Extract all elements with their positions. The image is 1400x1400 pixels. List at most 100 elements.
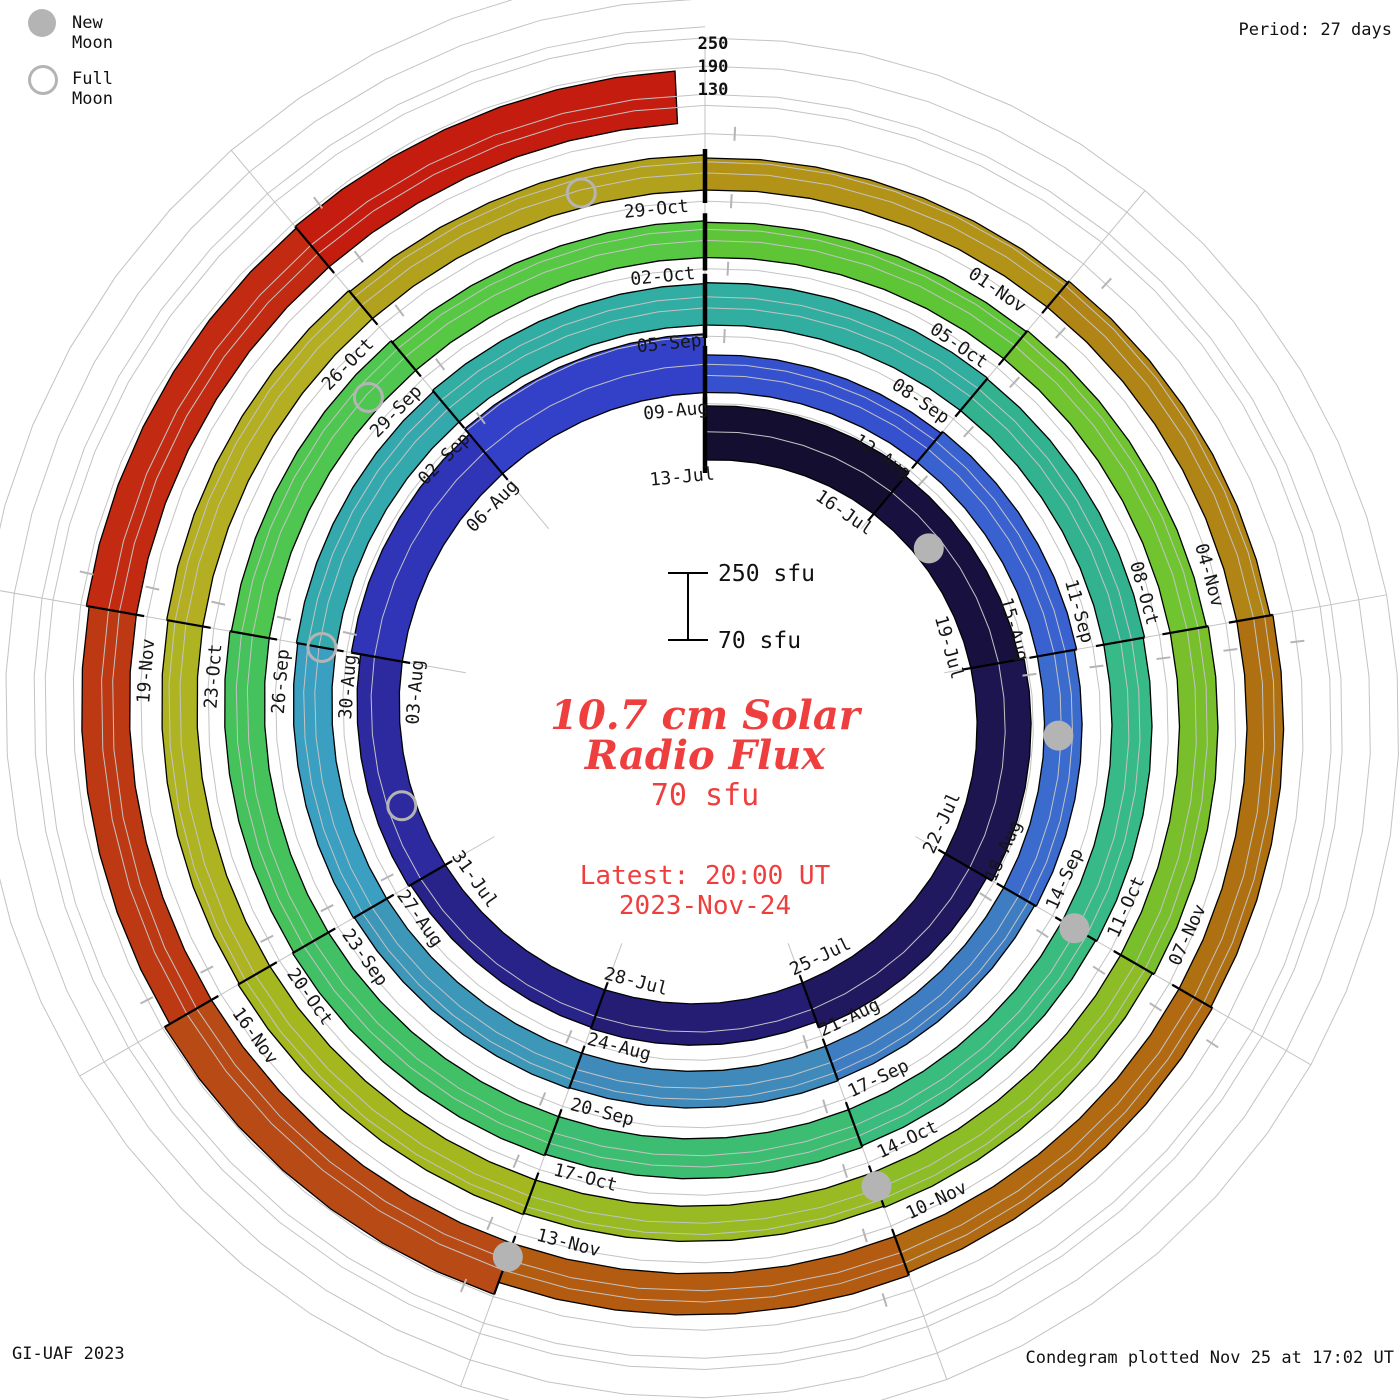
tick-02-Sep [431, 389, 466, 429]
tick-29-Sep [390, 340, 422, 378]
scale-bar-top-label: 250 sfu [718, 561, 815, 587]
gray-day-tick [394, 304, 405, 317]
date-ticks [86, 149, 1274, 1295]
tick-16-Jul [867, 471, 910, 521]
gray-day-tick [979, 892, 993, 902]
new-moon-marker-14-Oct [861, 1171, 892, 1202]
gray-day-tick [79, 570, 94, 576]
date-label-09-Aug: 09-Aug [642, 397, 709, 424]
moon-markers [306, 177, 1090, 1272]
tick-04-Nov [1228, 613, 1274, 624]
date-label-03-Aug: 03-Aug [402, 659, 428, 725]
full-moon-marker-28-Oct [565, 177, 597, 209]
tick-05-Oct [997, 329, 1029, 366]
gray-day-tick [1290, 639, 1305, 644]
gray-day-tick [917, 475, 929, 487]
tick-16-Nov [164, 995, 219, 1028]
tick-07-Nov [1171, 983, 1214, 1009]
plotted-timestamp: Condegram plotted Nov 25 at 17:02 UT [1025, 1348, 1394, 1368]
gray-day-tick [1009, 376, 1021, 389]
tick-17-Sep [844, 1101, 864, 1148]
tick-10-Nov [891, 1228, 911, 1276]
tick-24-Aug [567, 1045, 586, 1089]
tick-03-Aug [351, 651, 411, 665]
tick-23-Sep [291, 927, 336, 955]
gray-day-tick [861, 1228, 868, 1243]
radial-scale-190: 190 [697, 57, 729, 77]
tick-26-Oct [347, 289, 379, 326]
gray-day-tick [276, 615, 292, 621]
gray-day-tick [260, 934, 274, 943]
tick-12-Aug [911, 430, 944, 470]
gray-day-tick [1089, 664, 1104, 669]
tick-20-Oct [237, 961, 278, 986]
gray-day-tick [145, 585, 160, 591]
gray-day-tick [512, 1154, 520, 1168]
tick-15-Aug [1029, 648, 1077, 659]
gray-day-tick [1035, 928, 1049, 939]
flux-scale-bar: 250 sfu 70 sfu [668, 561, 815, 654]
gray-day-tick [1092, 965, 1106, 975]
full-moon-icon [28, 65, 58, 95]
gray-day-tick [486, 1216, 494, 1231]
tick-19-Jul [962, 657, 1025, 671]
tick-22-Jul [937, 848, 993, 882]
tick-22-Nov [294, 225, 335, 274]
date-label-30-Aug: 30-Aug [335, 654, 361, 720]
new-moon-icon [28, 9, 56, 37]
gray-day-tick [475, 412, 486, 425]
tick-23-Oct [166, 618, 211, 629]
date-label-19-Nov: 19-Nov [133, 638, 159, 704]
gray-day-tick [538, 1092, 547, 1106]
gray-day-tick [723, 329, 726, 344]
date-label-13-Jul: 13-Jul [649, 464, 716, 491]
gray-day-tick [733, 126, 737, 141]
gray-day-tick [1156, 656, 1171, 661]
gray-day-tick [1205, 1038, 1219, 1049]
tick-08-Oct [1162, 625, 1209, 636]
gray-day-tick [729, 194, 733, 209]
tick-08-Sep [954, 377, 989, 418]
gray-day-tick [313, 196, 324, 209]
gray-day-tick [1055, 327, 1067, 339]
new-moon-marker-16-Aug [1043, 720, 1074, 751]
tick-31-Jul [408, 860, 453, 888]
gray-day-tick [380, 873, 394, 882]
gray-day-tick [565, 1029, 573, 1044]
gray-day-tick [802, 1034, 809, 1049]
new-moon-marker-13-Nov [492, 1241, 523, 1272]
full-moon-marker-01-Aug [386, 790, 418, 822]
gray-day-tick [459, 1278, 468, 1293]
radial-scale-130: 130 [697, 80, 729, 100]
tick-28-Jul [589, 981, 609, 1030]
tick-11-Oct [1113, 950, 1155, 976]
tick-25-Jul [798, 974, 820, 1029]
date-label-23-Oct: 23-Oct [200, 643, 226, 709]
tick-27-Aug [352, 893, 395, 919]
gray-day-tick [353, 250, 364, 263]
tick-06-Aug [463, 427, 509, 481]
tick-19-Nov [86, 604, 145, 618]
radial-scale-250: 250 [697, 34, 729, 54]
tick-21-Aug [821, 1038, 840, 1082]
flux-segment-19-Jul [944, 657, 1032, 882]
tick-26-Sep [229, 630, 278, 641]
new-moon-label: New Moon [72, 13, 113, 53]
full-moon-marker-30-Aug [306, 631, 338, 663]
gray-day-tick [822, 1099, 829, 1114]
tick-20-Sep [543, 1108, 563, 1156]
gray-day-tick [1022, 672, 1037, 677]
gray-day-tick [140, 996, 154, 1005]
gray-day-tick [320, 904, 334, 913]
gray-day-tick [200, 965, 214, 974]
new-moon-marker-17-Jul [913, 533, 944, 564]
date-label-26-Sep: 26-Sep [268, 648, 294, 714]
gray-day-tick [435, 358, 446, 371]
gray-day-tick [726, 261, 730, 276]
full-moon-marker-29-Sep [352, 381, 384, 413]
credit-label: GI-UAF 2023 [12, 1344, 125, 1364]
full-moon-label: Full Moon [72, 69, 113, 109]
flux-segment-22-Nov [294, 70, 679, 268]
